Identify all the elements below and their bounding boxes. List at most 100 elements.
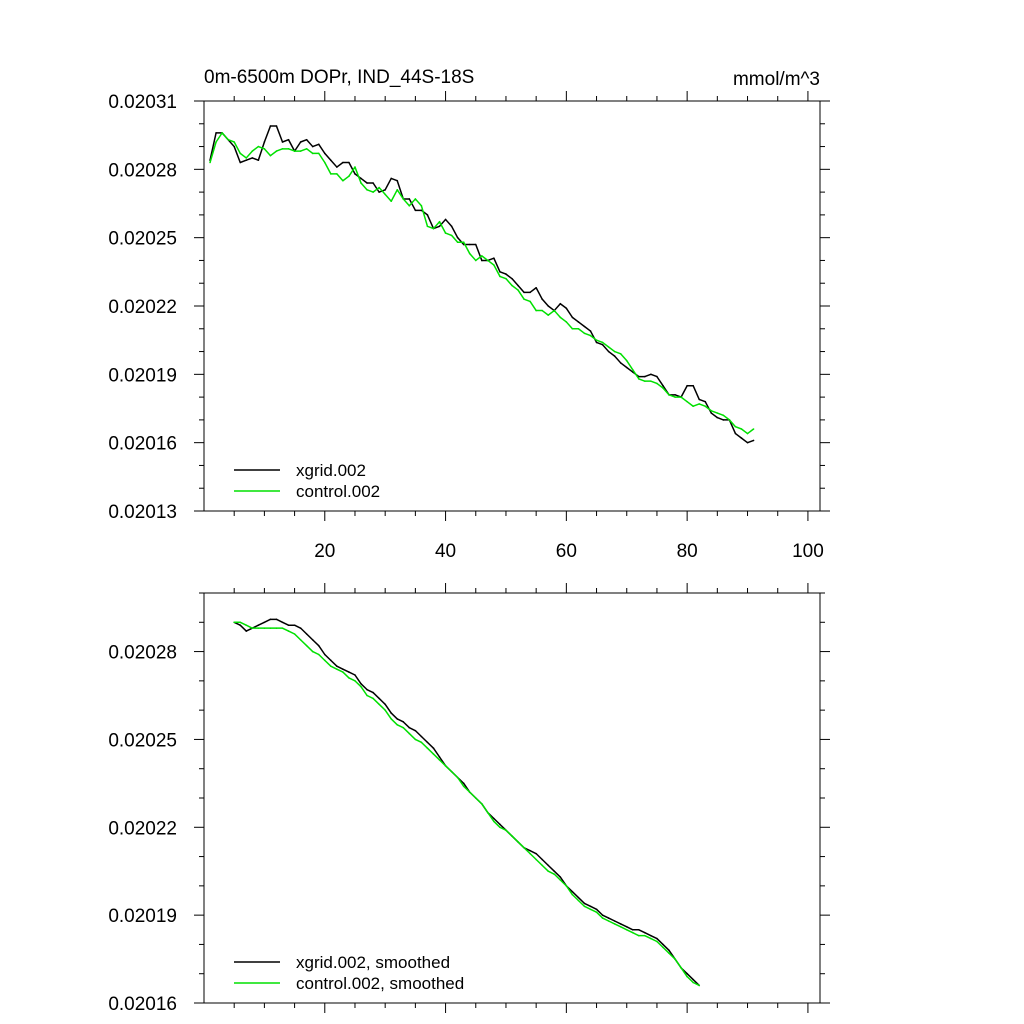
data-point [601,343,604,346]
data-point [583,905,586,908]
data-point [547,314,550,316]
data-point [493,257,495,259]
data-point [251,157,254,159]
data-point [323,659,326,662]
data-point [499,823,501,826]
data-point [420,735,423,738]
y-tick-label: 0.02022 [108,818,177,839]
data-point [710,412,713,414]
data-point [299,150,302,152]
data-point [704,405,707,408]
data-point [752,428,755,430]
data-point [432,227,435,230]
data-point [354,674,356,676]
data-point [607,917,610,919]
data-point [372,182,374,184]
series-line-1 [233,618,700,986]
data-point [354,166,356,168]
data-point [565,321,568,323]
data-point [722,419,725,421]
data-point [650,380,652,382]
y-tick-label: 0.02016 [108,994,177,1015]
data-point [746,441,749,444]
data-point [529,300,531,303]
data-point [541,298,543,300]
data-point [432,753,435,755]
data-point [656,382,658,385]
data-point [710,409,713,412]
data-point [275,618,278,621]
data-point [668,949,670,952]
data-point [257,159,260,162]
data-point [468,791,471,793]
y-tick-label: 0.02031 [108,92,177,113]
data-point [372,697,374,700]
data-point [221,132,223,134]
data-point [239,624,242,627]
data-point [559,879,562,881]
data-point [468,243,471,246]
data-point [323,152,326,155]
data-point [450,225,453,228]
data-point [311,145,314,148]
y-tick-label: 0.02013 [108,502,177,523]
data-point [257,624,260,627]
panel-top: 0m-6500m DOPr, IND_44S-18S mmol/m^3 20 40… [108,67,830,562]
data-point [668,394,670,396]
data-point [317,152,320,155]
data-point [408,726,411,729]
data-point [245,624,248,627]
data-point [366,688,368,691]
data-point [644,380,646,382]
data-point [589,905,592,908]
data-point [716,412,719,414]
data-point [396,179,399,182]
data-point [348,671,350,673]
x-tick-label: 100 [792,541,824,562]
data-point [372,691,374,694]
data-point [354,173,356,175]
x-tick-label: 20 [314,541,335,562]
data-point [619,926,622,928]
data-point [638,934,640,937]
data-point [287,138,290,141]
data-point [414,209,417,212]
data-point [523,291,525,294]
series-line-2 [234,621,700,987]
data-point [281,627,284,629]
data-point [245,630,248,632]
data-point [305,138,308,141]
panel-bottom: 0.02016 0.02019 0.02022 0.02025 0.02028 xgrid… [108,583,830,1015]
data-point [299,627,302,629]
data-point [668,952,670,955]
data-point [257,627,260,629]
data-point [716,416,719,419]
units-label: mmol/m^3 [733,69,820,90]
data-point [601,917,604,919]
data-point [438,759,441,761]
data-point [613,355,616,357]
data-point [505,829,507,832]
data-point [656,940,658,943]
data-point [432,747,435,750]
data-point [481,255,483,257]
data-point [239,161,242,164]
chart-title: 0m-6500m DOPr, IND_44S-18S [204,67,474,88]
data-point [287,624,290,627]
data-point [650,937,652,940]
data-point [638,928,640,931]
data-point [529,849,531,852]
data-point [613,350,616,353]
data-point [317,653,320,656]
data-point [245,157,248,159]
data-point [692,981,694,984]
data-point [384,709,386,711]
data-point [305,633,308,635]
data-point [245,159,248,162]
data-point [348,161,350,164]
data-point [577,327,580,330]
data-point [456,236,459,239]
data-point [511,277,513,280]
data-point [275,150,278,152]
